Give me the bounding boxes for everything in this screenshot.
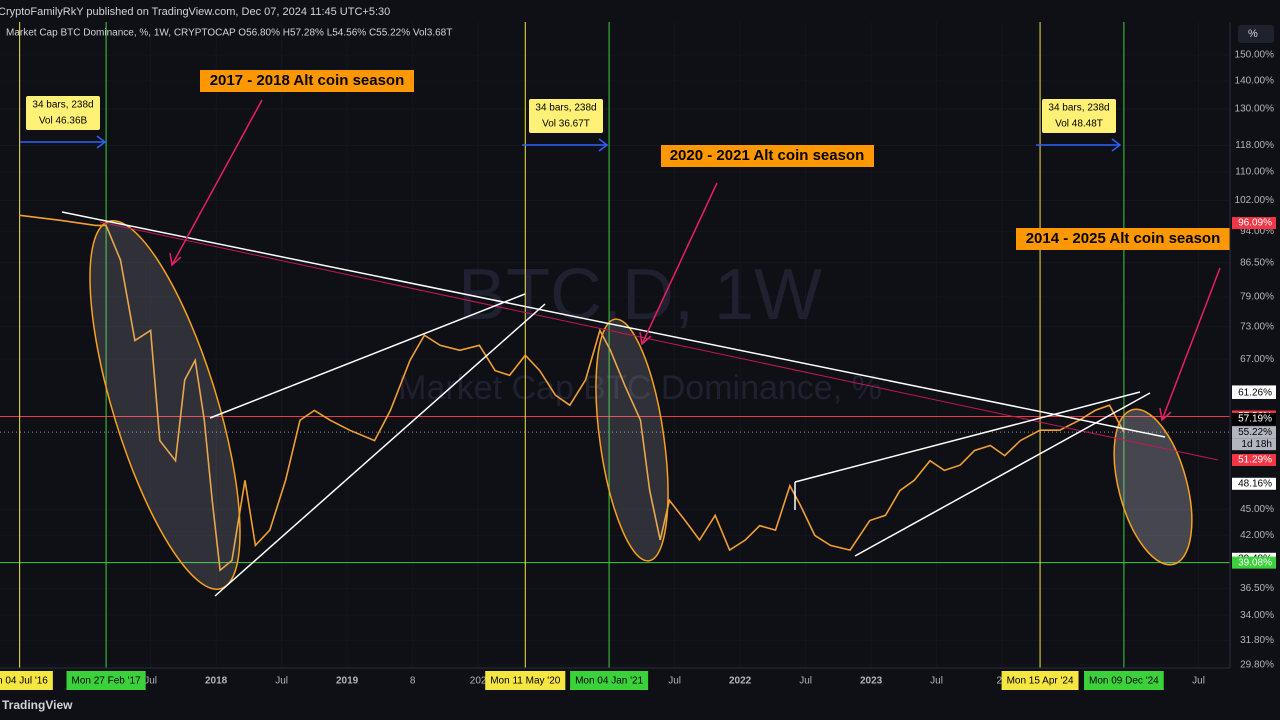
range-vol: Vol 46.36B [39, 116, 88, 127]
range-box [26, 96, 100, 130]
price-label-box [1232, 477, 1276, 490]
annotation-box [1016, 228, 1230, 250]
y-tick-label: 118.00% [1235, 140, 1274, 151]
y-tick-label: 67.00% [1240, 354, 1274, 365]
price-label-box [1232, 454, 1276, 467]
annotation-box [661, 145, 874, 167]
price-label-box [1232, 386, 1276, 399]
ellipse [1113, 408, 1193, 566]
price-label: 96.09% [1238, 218, 1272, 229]
y-tick-label: 130.00% [1235, 104, 1275, 115]
x-tick-label: Jul [930, 676, 943, 687]
ellipse [595, 318, 669, 562]
unit-button[interactable] [1238, 25, 1274, 43]
range-vol: Vol 36.67T [542, 119, 590, 130]
trend-line [61, 211, 1166, 438]
trend-line [209, 293, 526, 419]
y-tick-label: 140.00% [1235, 76, 1275, 87]
annotation: 2014 - 2025 Alt coin season [1026, 230, 1221, 247]
date-marker-label: Mon 15 Apr '24 [1007, 676, 1074, 687]
x-tick-label: Jul [1192, 676, 1205, 687]
trend-line [794, 391, 1141, 483]
price-label: 61.26% [1238, 388, 1272, 399]
price-label: 57.19% [1238, 414, 1272, 425]
date-marker-label: Mon 09 Dec '24 [1089, 676, 1159, 687]
annotation: 2020 - 2021 Alt coin season [670, 147, 865, 164]
range-vol: Vol 48.48T [1055, 119, 1103, 130]
price-axis [1230, 22, 1280, 668]
y-tick-label: 31.80% [1240, 635, 1274, 646]
x-tick-label: 202 [470, 676, 487, 687]
footer-bar [0, 692, 1280, 720]
date-marker-label: Mon 04 Jan '21 [575, 676, 644, 687]
countdown-box [1232, 438, 1276, 451]
date-marker-box [485, 671, 566, 690]
x-tick-label: Jul [668, 676, 681, 687]
y-tick-label: 34.00% [1240, 610, 1274, 621]
x-tick-label: Jul [275, 676, 288, 687]
range-bars: 34 bars, 238d [1048, 103, 1109, 114]
annotation: 2017 - 2018 Alt coin season [210, 72, 405, 89]
header: CryptoFamilyRkY published on TradingView… [0, 6, 390, 18]
date-marker-label: Mon 11 May '20 [490, 676, 561, 687]
date-marker-box [1001, 671, 1079, 690]
price-label-box [1232, 556, 1276, 569]
price-label-box [1232, 217, 1276, 230]
series-layer [19, 214, 1125, 572]
date-marker-box [66, 671, 146, 690]
date-marker-label: on 04 Jul '16 [0, 676, 48, 687]
range-box [1042, 99, 1116, 133]
y-tick-label: 102.00% [1235, 195, 1275, 206]
date-marker-label: Mon 27 Feb '17 [72, 676, 142, 687]
y-tick-label: 42.00% [1240, 530, 1274, 541]
x-tick-label: Jul [144, 676, 157, 687]
range-arrows [20, 135, 1122, 152]
y-tick-label: 110.00% [1235, 167, 1274, 178]
x-tick-label: Jul [799, 676, 812, 687]
y-tick-label: 79.00% [1240, 292, 1274, 303]
y-tick-label: 73.00% [1240, 321, 1274, 332]
date-marker-box [1084, 671, 1164, 690]
header-bar [0, 0, 1280, 22]
price-label-box [1232, 426, 1276, 439]
y-tick-label: 29.80% [1240, 660, 1274, 671]
x-tick-label: 2018 [205, 676, 228, 687]
trend-line [214, 303, 546, 597]
arrows [169, 99, 1221, 422]
date-marker-box [0, 671, 53, 690]
watermark-name: Market Cap BTC Dominance, % [398, 369, 882, 407]
footer: TradingView [2, 698, 73, 712]
x-tick-label: 8 [410, 676, 416, 687]
axis-layer: 150.00% 140.00% 130.00% 118.00% 110.00% 102.0… [0, 50, 1276, 690]
range-bars: 34 bars, 238d [535, 103, 596, 114]
unit-button-label[interactable]: % [1248, 28, 1258, 40]
annotations: 2017 - 2018 Alt coin season 2020 - 2021 … [200, 70, 1230, 250]
grid-layer [0, 22, 1230, 668]
y-tick-label: 150.00% [1235, 50, 1275, 61]
x-tick-label: 2022 [729, 676, 752, 687]
price-label: 55.22% [1238, 427, 1272, 438]
y-tick-label: 36.50% [1240, 583, 1274, 594]
y-tick-label: 45.00% [1240, 504, 1274, 515]
range-bars: 34 bars, 238d [32, 100, 93, 111]
range-box [529, 99, 603, 133]
x-tick-label: 2023 [860, 676, 883, 687]
countdown: 1d 18h [1241, 439, 1272, 450]
price-line [19, 214, 1125, 572]
legend: Market Cap BTC Dominance, %, 1W, CRYPTOC… [6, 28, 452, 39]
annotation-box [200, 70, 414, 92]
range-boxes: 34 bars, 238d Vol 46.36B 34 bars, 238d V… [26, 96, 1116, 133]
x-tick-label: 2019 [336, 676, 359, 687]
trend-line [854, 392, 1151, 557]
drawings [20, 99, 1221, 597]
y-tick-label: 94.00% [1240, 226, 1274, 237]
price-label: 39.08% [1238, 557, 1272, 568]
price-label: 51.29% [1238, 455, 1272, 466]
watermark-symbol: BTC.D, 1W [458, 255, 822, 335]
price-label: 48.16% [1238, 478, 1272, 489]
date-marker-box [570, 671, 649, 690]
price-label-box [1232, 412, 1276, 425]
y-tick-label: 86.50% [1240, 257, 1274, 268]
